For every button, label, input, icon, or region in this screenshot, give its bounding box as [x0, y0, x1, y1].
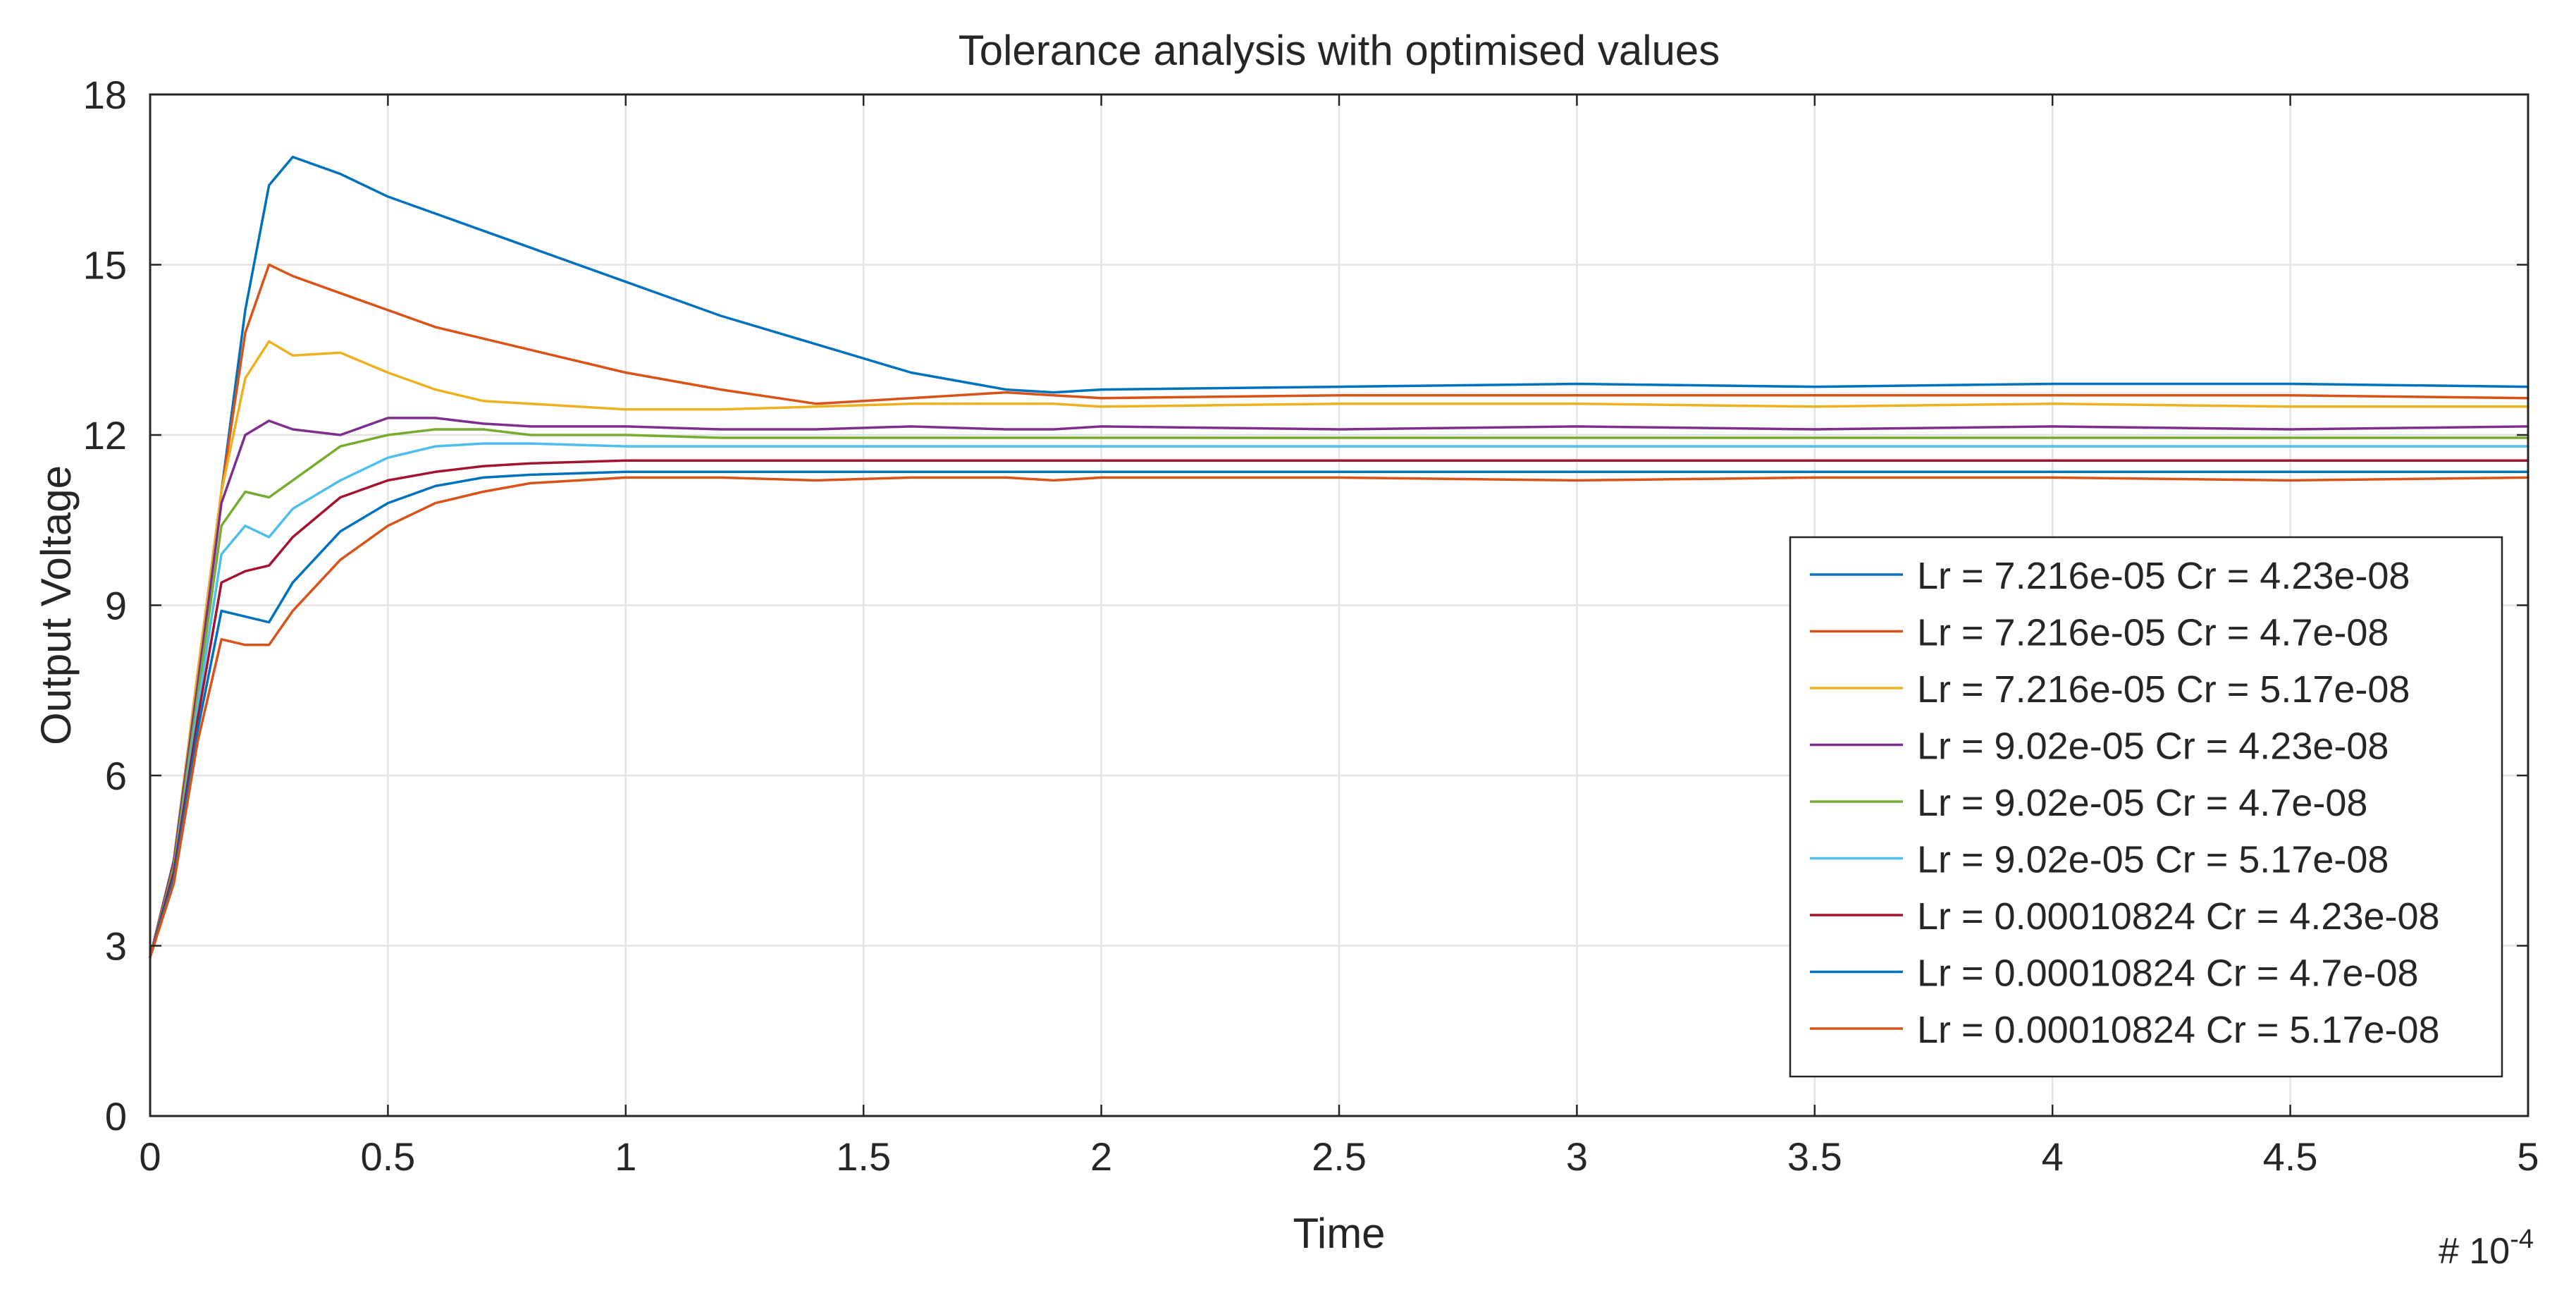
y-tick-label: 3 — [105, 924, 127, 969]
legend-entry-label: Lr = 0.00010824 Cr = 4.23e-08 — [1917, 895, 2440, 938]
series-line-2 — [149, 263, 2529, 959]
series-line-5 — [149, 428, 2529, 959]
x-tick-label: 0 — [139, 1134, 161, 1179]
y-tick-label: 9 — [105, 584, 127, 628]
x-tick-label: 2.5 — [1312, 1134, 1367, 1179]
x-tick-label: 2 — [1090, 1134, 1112, 1179]
y-tick-label: 12 — [83, 413, 127, 458]
x-axis-multiplier-exponent: -4 — [2510, 1225, 2534, 1254]
y-tick-label: 6 — [105, 754, 127, 798]
x-tick-label: 0.5 — [360, 1134, 415, 1179]
x-axis-label: Time — [1293, 1210, 1385, 1257]
legend-entry-label: Lr = 7.216e-05 Cr = 4.7e-08 — [1917, 612, 2389, 654]
x-tick-label: 5 — [2517, 1134, 2539, 1179]
y-tick-label: 0 — [105, 1094, 127, 1139]
legend-entry-label: Lr = 0.00010824 Cr = 5.17e-08 — [1917, 1009, 2440, 1051]
series-line-8 — [149, 470, 2529, 959]
legend-entry-label: Lr = 9.02e-05 Cr = 5.17e-08 — [1917, 839, 2389, 881]
legend-entry-label: Lr = 7.216e-05 Cr = 4.23e-08 — [1917, 555, 2410, 597]
y-axis-label: Output Voltage — [32, 465, 80, 745]
legend-entry-label: Lr = 0.00010824 Cr = 4.7e-08 — [1917, 952, 2419, 995]
chart-title: Tolerance analysis with optimised values — [959, 27, 1720, 74]
legend-entry-label: Lr = 7.216e-05 Cr = 5.17e-08 — [1917, 668, 2410, 711]
legend: Lr = 7.216e-05 Cr = 4.23e-08 Lr = 7.216e-… — [1789, 536, 2503, 1078]
x-tick-label: 1.5 — [836, 1134, 891, 1179]
ticks: 0 0.5 1 1.5 2 2.5 3 3.5 4 4.5 5 0 3 6 9 12 15 18 — [83, 73, 2539, 1179]
x-axis-multiplier-base: # 10 — [2439, 1231, 2510, 1272]
x-tick-label: 3 — [1566, 1134, 1588, 1179]
series-line-6 — [149, 442, 2529, 959]
legend-box — [1789, 536, 2503, 1078]
x-tick-label: 1 — [615, 1134, 636, 1179]
x-axis-multiplier: # 10-4 — [2439, 1225, 2534, 1272]
x-tick-label: 4.5 — [2263, 1134, 2318, 1179]
y-tick-label: 18 — [83, 73, 127, 117]
legend-entry-label: Lr = 9.02e-05 Cr = 4.7e-08 — [1917, 782, 2367, 824]
y-tick-label: 15 — [83, 243, 127, 288]
series-line-1 — [149, 155, 2529, 959]
series-line-3 — [149, 340, 2529, 959]
x-tick-label: 3.5 — [1787, 1134, 1842, 1179]
series-line-7 — [149, 459, 2529, 959]
series-layer — [149, 155, 2529, 959]
legend-entry-label: Lr = 9.02e-05 Cr = 4.23e-08 — [1917, 725, 2389, 768]
series-line-4 — [149, 417, 2529, 959]
series-line-9 — [149, 476, 2529, 959]
x-tick-label: 4 — [2042, 1134, 2064, 1179]
